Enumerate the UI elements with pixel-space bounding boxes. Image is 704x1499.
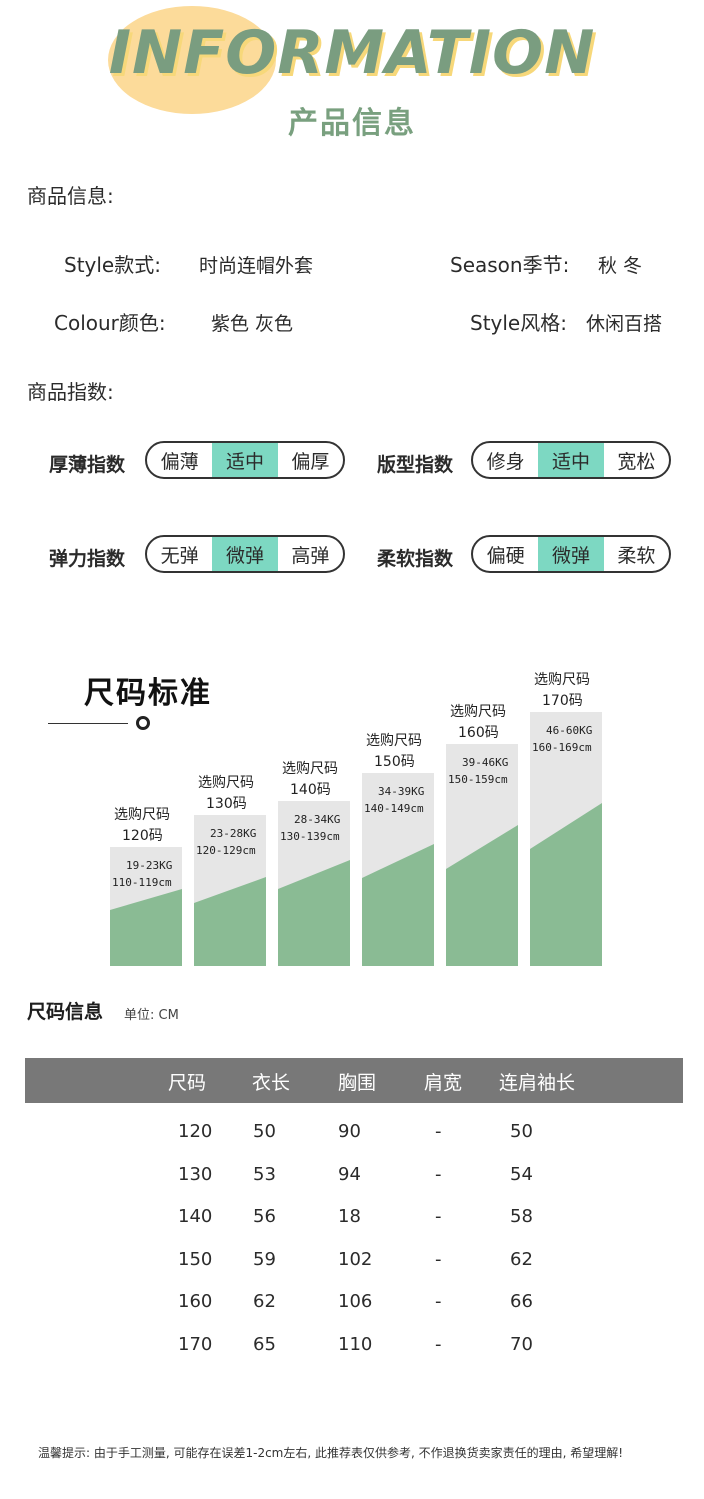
style2-label: Style风格: bbox=[470, 311, 567, 335]
index-option: 无弹 bbox=[160, 544, 199, 567]
table-cell: 18 bbox=[338, 1206, 361, 1227]
header-decoration bbox=[108, 6, 276, 114]
table-cell: 50 bbox=[253, 1121, 276, 1142]
table-cell: 70 bbox=[510, 1334, 533, 1355]
index-label-elasticity: 弹力指数 bbox=[49, 548, 126, 570]
table-cell: 62 bbox=[510, 1249, 533, 1270]
size-bar-fill-130码 bbox=[194, 877, 266, 966]
index-thickness: 偏薄 适中 偏厚 bbox=[145, 441, 345, 479]
style-value: 时尚连帽外套 bbox=[199, 255, 314, 277]
index-option: 宽松 bbox=[617, 450, 656, 473]
table-cell: - bbox=[435, 1164, 442, 1185]
table-cell: - bbox=[435, 1291, 442, 1312]
table-cell: 90 bbox=[338, 1121, 361, 1142]
table-cell: 94 bbox=[338, 1164, 361, 1185]
index-option: 柔软 bbox=[617, 544, 656, 567]
index-fit: 修身 适中 宽松 bbox=[471, 441, 671, 479]
table-cell: 110 bbox=[338, 1334, 373, 1355]
bar-caption: 选购尺码 120码 bbox=[114, 807, 170, 844]
bar-spec: 28-34KG 130-139cm bbox=[280, 813, 341, 843]
index-option: 偏薄 bbox=[160, 450, 199, 473]
index-softness: 偏硬 微弹 柔软 bbox=[471, 535, 671, 573]
table-cell: 66 bbox=[510, 1291, 533, 1312]
index-label-softness: 柔软指数 bbox=[377, 548, 454, 570]
index-elasticity: 无弹 微弹 高弹 bbox=[145, 535, 345, 573]
size-bar-fill-120码 bbox=[110, 889, 182, 966]
page-subtitle: 产品信息 bbox=[288, 106, 416, 141]
size-standard-title: 尺码标准 bbox=[84, 676, 212, 711]
bar-caption: 选购尺码 170码 bbox=[534, 672, 590, 709]
bar-spec: 39-46KG 150-159cm bbox=[448, 756, 509, 786]
table-cell: 102 bbox=[338, 1249, 373, 1270]
table-cell: 106 bbox=[338, 1291, 373, 1312]
index-label-thickness: 厚薄指数 bbox=[49, 454, 126, 476]
bar-spec: 23-28KG 120-129cm bbox=[196, 827, 257, 857]
bar-caption: 选购尺码 160码 bbox=[450, 704, 506, 741]
size-table-unit: 单位: CM bbox=[124, 1008, 179, 1023]
table-cell: 170 bbox=[178, 1334, 213, 1355]
table-cell: 62 bbox=[253, 1291, 276, 1312]
page-title: INFORMATION bbox=[108, 18, 596, 88]
index-option-selected: 适中 bbox=[538, 443, 604, 477]
table-cell: - bbox=[435, 1206, 442, 1227]
table-cell: - bbox=[435, 1121, 442, 1142]
table-cell: 140 bbox=[178, 1206, 213, 1227]
index-option-selected: 微弹 bbox=[538, 537, 604, 571]
table-cell: 53 bbox=[253, 1164, 276, 1185]
table-cell: 58 bbox=[510, 1206, 533, 1227]
index-option: 高弹 bbox=[291, 544, 330, 567]
size-bars bbox=[110, 712, 602, 966]
bar-spec: 19-23KG 110-119cm bbox=[112, 859, 173, 889]
col-header-length: 衣长 bbox=[252, 1072, 291, 1094]
table-cell: - bbox=[435, 1334, 442, 1355]
bar-spec: 46-60KG 160-169cm bbox=[532, 724, 593, 754]
index-option-selected: 微弹 bbox=[212, 537, 278, 571]
table-cell: 50 bbox=[510, 1121, 533, 1142]
bar-caption: 选购尺码 130码 bbox=[198, 775, 254, 812]
title-underline bbox=[48, 723, 128, 724]
colour-value: 紫色 灰色 bbox=[211, 313, 294, 335]
table-header bbox=[25, 1058, 683, 1103]
size-bar-fill-140码 bbox=[278, 860, 350, 966]
table-cell: - bbox=[435, 1249, 442, 1270]
size-table-title: 尺码信息 bbox=[27, 1001, 104, 1023]
index-label-fit: 版型指数 bbox=[377, 454, 454, 476]
table-cell: 65 bbox=[253, 1334, 276, 1355]
index-option: 修身 bbox=[486, 450, 525, 473]
index-option: 偏厚 bbox=[291, 450, 330, 473]
table-cell: 120 bbox=[178, 1121, 213, 1142]
style2-value: 休闲百搭 bbox=[586, 313, 663, 335]
bar-spec: 34-39KG 140-149cm bbox=[364, 785, 425, 815]
col-header-size: 尺码 bbox=[168, 1072, 207, 1094]
bar-caption: 选购尺码 140码 bbox=[282, 761, 338, 798]
style-label: Style款式: bbox=[64, 253, 161, 277]
table-cell: 150 bbox=[178, 1249, 213, 1270]
table-cell: 160 bbox=[178, 1291, 213, 1312]
table-cell: 54 bbox=[510, 1164, 533, 1185]
colour-label: Colour颜色: bbox=[54, 311, 166, 335]
index-option-selected: 适中 bbox=[212, 443, 278, 477]
product-info-heading: 商品信息: bbox=[27, 184, 114, 208]
season-label: Season季节: bbox=[450, 253, 570, 277]
size-bar-fill-150码 bbox=[362, 844, 434, 966]
table-cell: 59 bbox=[253, 1249, 276, 1270]
size-bar-fill-170码 bbox=[530, 803, 602, 966]
bar-caption: 选购尺码 150码 bbox=[366, 733, 422, 770]
table-cell: 56 bbox=[253, 1206, 276, 1227]
season-value: 秋 冬 bbox=[598, 255, 643, 277]
size-bar-fill-160码 bbox=[446, 825, 518, 966]
table-cell: 130 bbox=[178, 1164, 213, 1185]
col-header-sleeve: 连肩袖长 bbox=[499, 1072, 576, 1094]
index-option: 偏硬 bbox=[486, 544, 525, 567]
title-dot bbox=[136, 716, 150, 730]
footer-note: 温馨提示: 由于手工测量, 可能存在误差1-2cm左右, 此推荐表仅供参考, 不… bbox=[38, 1446, 624, 1460]
col-header-chest: 胸围 bbox=[338, 1072, 377, 1094]
col-header-shoulder: 肩宽 bbox=[424, 1072, 463, 1094]
indices-heading: 商品指数: bbox=[27, 380, 114, 404]
